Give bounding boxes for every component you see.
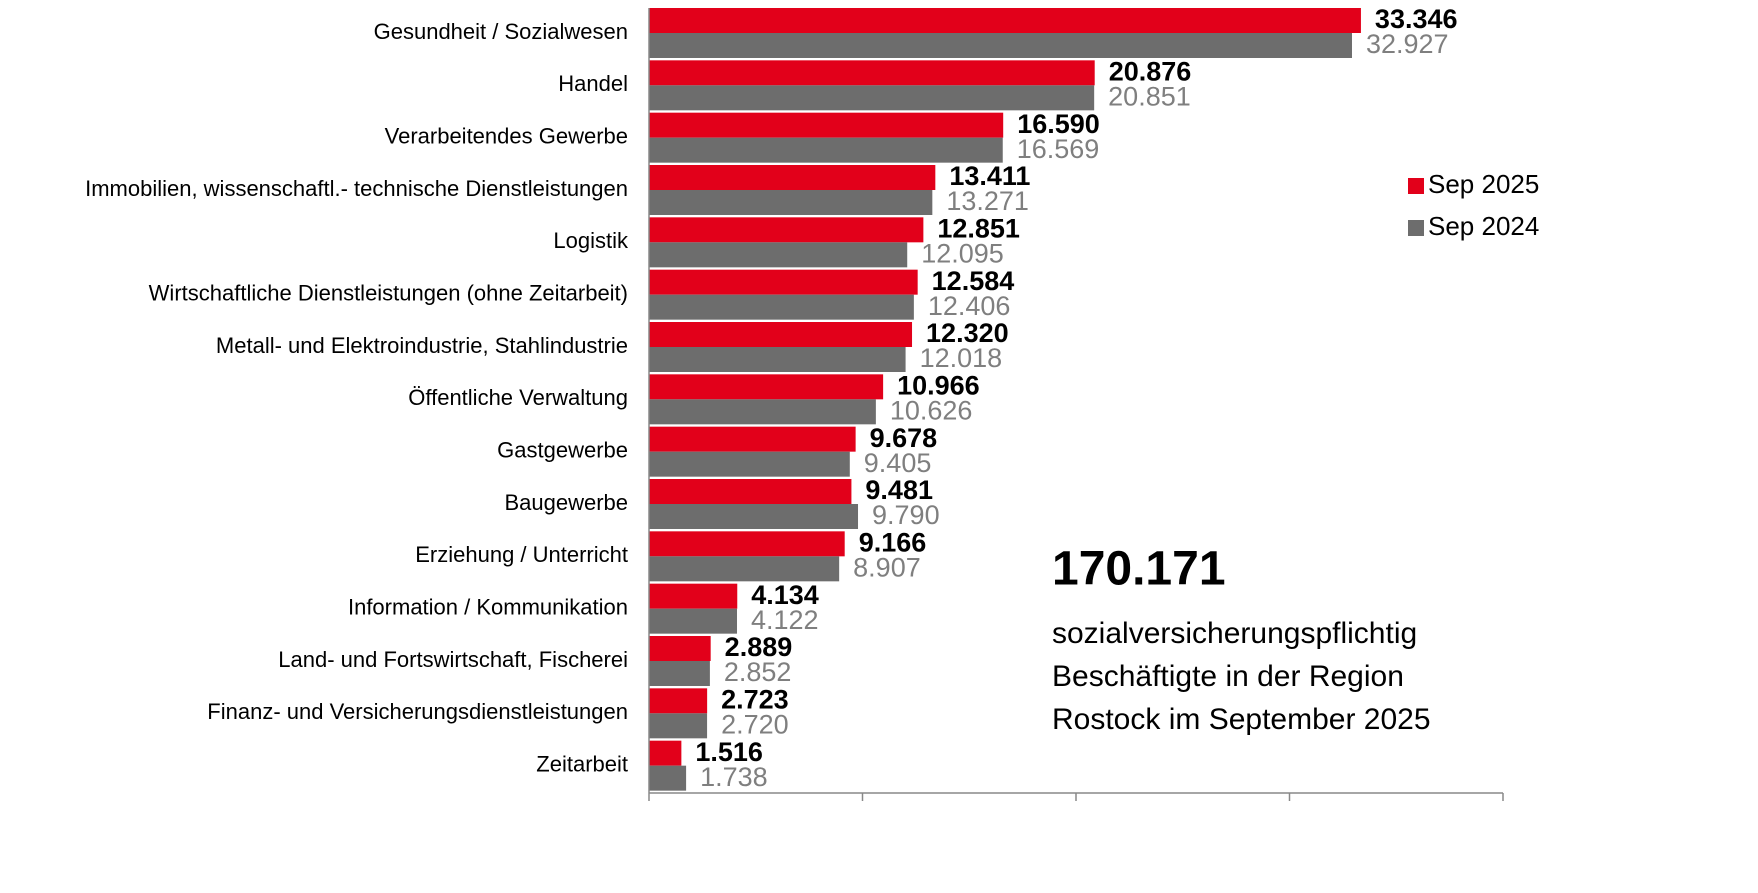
legend-swatch	[1408, 220, 1424, 236]
value-label: 1.516	[695, 737, 763, 767]
bar	[649, 322, 913, 347]
value-label: 12.095	[921, 238, 1004, 268]
annotation-line: sozialversicherungspflichtig	[1052, 617, 1417, 650]
bar	[649, 217, 924, 243]
value-label: 2.723	[721, 684, 789, 714]
category-label: Handel	[558, 71, 628, 96]
bar	[649, 765, 687, 791]
value-label: 9.405	[864, 448, 932, 478]
bar	[649, 556, 840, 582]
bar	[649, 661, 710, 686]
bar	[649, 583, 738, 609]
bar	[649, 190, 933, 215]
bar	[649, 531, 845, 557]
bar	[649, 374, 884, 400]
annotation-headline: 170.171	[1052, 543, 1226, 596]
bar	[649, 269, 918, 295]
annotation-line: Rostock im September 2025	[1052, 703, 1431, 736]
value-label: 12.584	[932, 266, 1015, 296]
value-label: 8.907	[853, 552, 921, 582]
bar	[649, 242, 908, 268]
bar	[649, 504, 859, 529]
legend-swatch	[1408, 178, 1424, 194]
category-label: Baugewerbe	[504, 490, 628, 515]
category-label: Wirtschaftliche Dienstleistungen (ohne Z…	[149, 280, 628, 305]
category-label: Erziehung / Unterricht	[415, 542, 628, 567]
category-label: Immobilien, wissenschaftl.- technische D…	[85, 176, 628, 201]
bar	[649, 60, 1095, 86]
bar	[649, 426, 856, 452]
legend-label: Sep 2024	[1428, 211, 1539, 241]
value-label: 20.876	[1109, 56, 1192, 86]
bar	[649, 347, 906, 372]
value-label: 12.018	[920, 343, 1003, 373]
bar	[649, 636, 711, 661]
bar	[649, 165, 936, 190]
value-label: 9.790	[872, 500, 940, 530]
bar	[649, 740, 682, 766]
value-label: 12.851	[937, 213, 1020, 243]
bar	[649, 688, 708, 714]
value-label: 2.852	[724, 657, 792, 687]
bar	[649, 294, 914, 320]
value-label: 32.927	[1366, 29, 1449, 59]
bar	[649, 33, 1352, 58]
category-label: Logistik	[553, 228, 629, 253]
value-label: 4.134	[751, 580, 819, 610]
bar	[649, 451, 850, 477]
legend-label: Sep 2025	[1428, 169, 1539, 199]
bar	[649, 137, 1003, 163]
value-label: 4.122	[751, 605, 819, 635]
category-label: Gesundheit / Sozialwesen	[374, 19, 628, 44]
value-label: 13.271	[946, 186, 1029, 216]
bar	[649, 399, 876, 425]
value-label: 20.851	[1108, 81, 1191, 111]
value-label: 12.406	[928, 291, 1011, 321]
value-label: 2.889	[725, 632, 793, 662]
category-label: Zeitarbeit	[536, 751, 628, 776]
category-label: Information / Kommunikation	[348, 594, 628, 619]
value-label: 10.626	[890, 395, 973, 425]
bar	[649, 85, 1095, 111]
value-label: 13.411	[949, 161, 1030, 191]
value-label: 9.166	[859, 527, 927, 557]
value-label: 16.569	[1017, 134, 1100, 164]
category-label: Öffentliche Verwaltung	[408, 385, 628, 410]
value-label: 33.346	[1375, 4, 1458, 34]
bar	[649, 713, 708, 739]
value-label: 12.320	[926, 318, 1009, 348]
value-label: 2.720	[721, 709, 789, 739]
value-label: 9.481	[865, 475, 933, 505]
value-label: 9.678	[870, 423, 938, 453]
bar	[649, 8, 1361, 33]
category-label: Metall- und Elektroindustrie, Stahlindus…	[216, 333, 628, 358]
bar	[649, 112, 1004, 138]
bar	[649, 608, 738, 634]
category-label: Finanz- und Versicherungsdienstleistunge…	[207, 699, 628, 724]
category-label: Verarbeitendes Gewerbe	[385, 123, 628, 148]
bar	[649, 479, 852, 504]
value-label: 1.738	[700, 762, 768, 792]
category-label: Land- und Fortswirtschaft, Fischerei	[278, 647, 628, 672]
category-label: Gastgewerbe	[497, 437, 628, 462]
value-label: 10.966	[897, 370, 980, 400]
value-label: 16.590	[1017, 109, 1100, 139]
annotation-line: Beschäftigte in der Region	[1052, 660, 1404, 693]
